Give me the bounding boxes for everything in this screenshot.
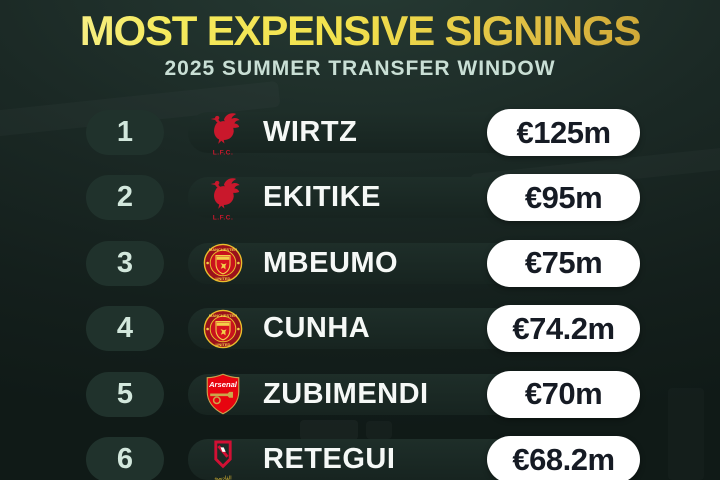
rank-badge: 1 [86, 110, 164, 155]
rank-badge: 6 [86, 437, 164, 480]
liverpool-badge-icon: L.F.C. [201, 175, 245, 221]
liverpool-badge-icon: L.F.C. [201, 110, 245, 156]
fee-value: €70m [524, 376, 603, 412]
svg-text:MANCHESTER: MANCHESTER [209, 247, 237, 252]
player-name: ZUBIMENDI [263, 377, 429, 410]
rank-number: 2 [116, 181, 134, 214]
arsenal-badge-icon: Arsenal [201, 371, 245, 417]
svg-text:L.F.C.: L.F.C. [213, 214, 234, 221]
rank-number: 1 [116, 116, 134, 148]
svg-text:UNITED: UNITED [216, 276, 231, 281]
fee-pill: €74.2m [487, 305, 640, 353]
fee-value: €68.2m [512, 441, 615, 477]
signing-row: 3 MANCHESTER UNITED MBEUMO €75m [0, 239, 720, 287]
player-name: CUNHA [263, 312, 371, 345]
rank-badge: 3 [86, 240, 164, 286]
man-utd-badge-icon: MANCHESTER UNITED [201, 240, 245, 286]
rank-number: 3 [116, 246, 134, 279]
signing-row: 6 القادسية RETEGUI €68.2m [0, 436, 720, 480]
signing-row: 2 L.F.C. EKITIKE €95m [0, 174, 720, 222]
man-utd-badge-icon: MANCHESTER UNITED [201, 306, 245, 352]
al-qadsiah-badge-icon: القادسية [201, 437, 245, 480]
rank-number: 4 [116, 312, 134, 345]
fee-value: €75m [524, 245, 603, 281]
svg-text:Arsenal: Arsenal [208, 380, 238, 389]
svg-text:UNITED: UNITED [216, 342, 231, 347]
fee-pill: €68.2m [487, 436, 640, 480]
player-name: MBEUMO [263, 246, 399, 279]
fee-value: €95m [524, 179, 603, 215]
rank-number: 6 [116, 443, 134, 475]
svg-text:L.F.C.: L.F.C. [213, 149, 234, 156]
fee-value: €74.2m [512, 310, 615, 346]
page-subtitle: 2025 SUMMER TRANSFER WINDOW [164, 57, 556, 80]
fee-pill: €95m [487, 174, 640, 222]
player-name: WIRTZ [263, 116, 358, 148]
page-title: MOST EXPENSIVE SIGNINGS [0, 7, 720, 55]
fee-value: €125m [516, 114, 611, 150]
signing-row: 1 L.F.C. WIRTZ €125m [0, 109, 720, 156]
player-name: EKITIKE [263, 181, 381, 214]
fee-pill: €75m [487, 239, 640, 287]
rank-badge: 2 [86, 175, 164, 221]
player-name: RETEGUI [263, 443, 396, 475]
fee-pill: €70m [487, 370, 640, 418]
rank-number: 5 [116, 377, 134, 410]
fee-pill: €125m [487, 109, 640, 156]
player-panel: L.F.C. WIRTZ [188, 110, 640, 156]
rank-badge: 4 [86, 306, 164, 352]
svg-text:القادسية: القادسية [214, 475, 231, 480]
rank-badge: 5 [86, 371, 164, 417]
signing-row: 5 Arsenal ZUBIMENDI €70m [0, 370, 720, 418]
signing-row: 4 MANCHESTER UNITED CUNHA €74.2m [0, 305, 720, 353]
svg-text:MANCHESTER: MANCHESTER [209, 313, 237, 318]
